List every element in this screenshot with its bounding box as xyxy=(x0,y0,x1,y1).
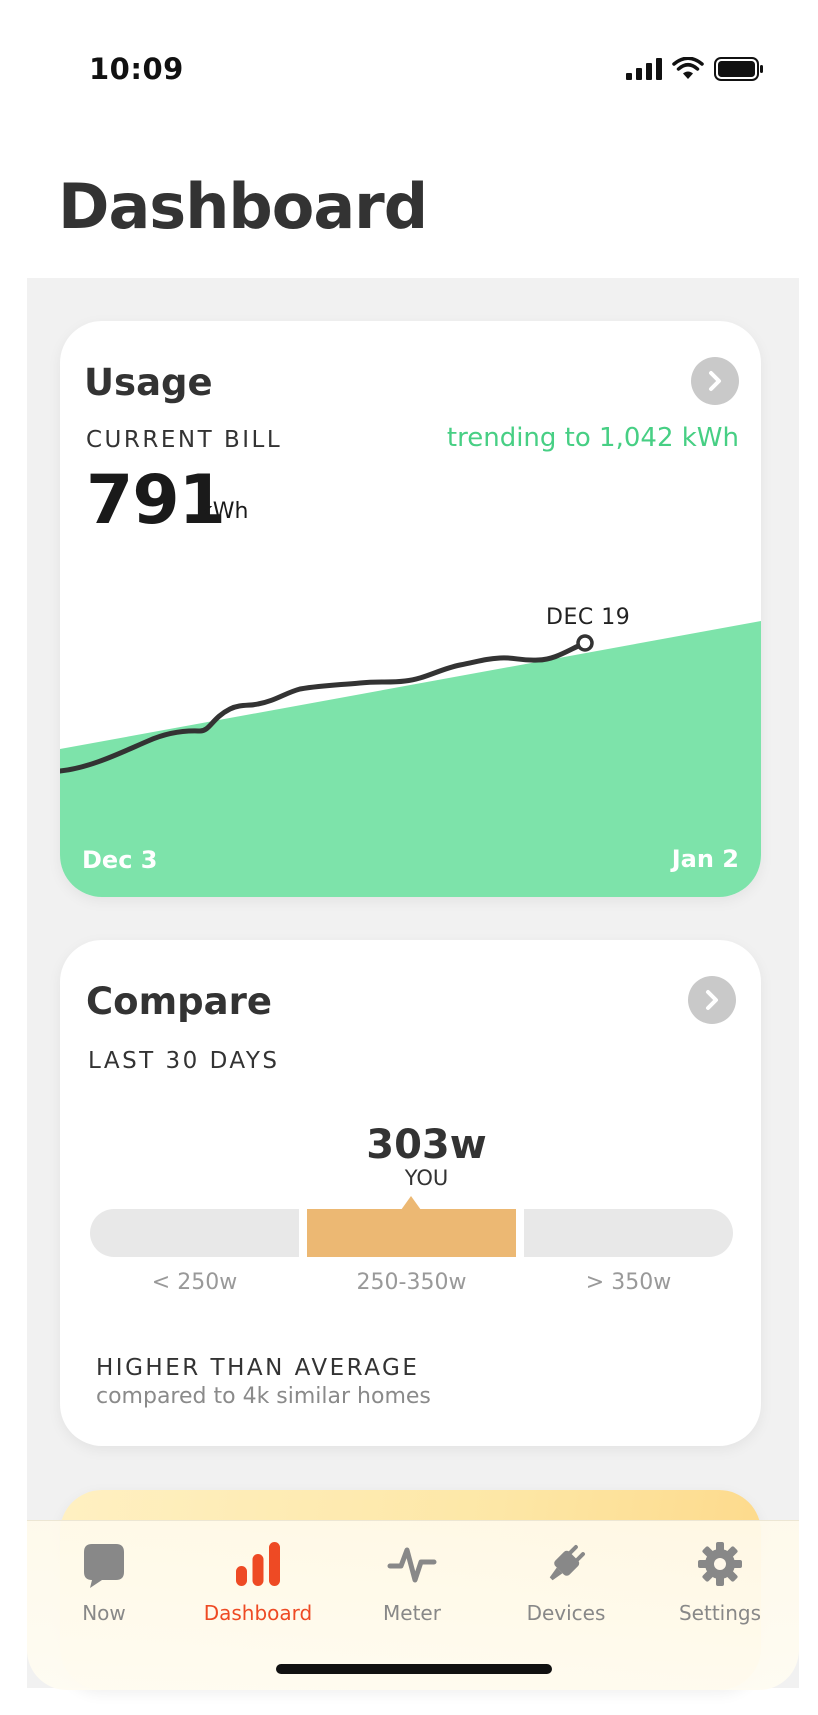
current-bill-label: CURRENT BILL xyxy=(86,427,283,453)
chat-bubble-icon xyxy=(84,1544,124,1588)
last-30-days-label: LAST 30 DAYS xyxy=(88,1048,280,1074)
status-time: 10:09 xyxy=(89,52,184,86)
home-indicator xyxy=(276,1664,552,1674)
wifi-icon xyxy=(672,57,704,79)
range-bar-low xyxy=(90,1209,299,1257)
range-label-low: < 250w xyxy=(151,1270,238,1295)
you-pointer xyxy=(401,1196,421,1210)
chart-end-date: Jan 2 xyxy=(671,845,739,873)
chart-start-date: Dec 3 xyxy=(82,846,158,874)
tab-label-settings: Settings xyxy=(678,1601,762,1625)
tab-label-meter: Meter xyxy=(383,1601,441,1625)
tab-settings[interactable]: Settings xyxy=(643,1535,797,1625)
battery-icon xyxy=(714,57,763,81)
you-label: YOU xyxy=(404,1166,449,1190)
compare-card[interactable]: Compare LAST 30 DAYS 303w YOU < 250w 250… xyxy=(60,940,761,1446)
tab-devices[interactable]: Devices xyxy=(489,1535,643,1625)
chevron-right-icon xyxy=(706,990,718,1010)
tab-dashboard[interactable]: Dashboard xyxy=(181,1535,335,1625)
cellular-signal-icon xyxy=(626,58,662,80)
compare-title: Compare xyxy=(86,980,272,1023)
range-bar-you xyxy=(307,1209,516,1257)
range-label-high: > 350w xyxy=(585,1270,672,1295)
usage-card[interactable]: Usage CURRENT BILL trending to 1,042 kWh… xyxy=(60,321,761,897)
range-bar-high xyxy=(524,1209,733,1257)
status-bar: 10:09 xyxy=(0,0,818,140)
tab-now[interactable]: Now xyxy=(27,1535,181,1625)
range-label-mid: 250-350w xyxy=(356,1270,467,1295)
tab-meter[interactable]: Meter xyxy=(335,1535,489,1625)
bar-chart-icon xyxy=(236,1542,280,1586)
tab-label-now: Now xyxy=(82,1601,126,1625)
chevron-right-icon xyxy=(709,371,721,391)
usage-detail-button[interactable] xyxy=(691,357,739,405)
compare-subtext: compared to 4k similar homes xyxy=(96,1384,431,1409)
pulse-icon xyxy=(387,1547,437,1583)
usage-unit: kWh xyxy=(200,499,249,524)
compare-summary: HIGHER THAN AVERAGE xyxy=(96,1355,420,1381)
usage-title: Usage xyxy=(84,361,213,404)
tab-label-devices: Devices xyxy=(526,1601,606,1625)
compare-detail-button[interactable] xyxy=(688,976,736,1024)
plug-icon xyxy=(549,1545,585,1581)
page-title: Dashboard xyxy=(58,170,428,243)
usage-line xyxy=(60,640,588,774)
trend-text: trending to 1,042 kWh xyxy=(446,423,739,453)
you-value: 303w xyxy=(366,1122,487,1168)
usage-marker-point xyxy=(576,634,594,652)
status-icons xyxy=(626,57,764,81)
usage-value: 791 xyxy=(86,461,226,540)
usage-trend-area xyxy=(60,621,761,897)
tab-bar: Now Dashboard Meter xyxy=(27,1520,799,1690)
usage-chart xyxy=(60,621,761,897)
tab-label-dashboard: Dashboard xyxy=(203,1601,313,1625)
gear-icon xyxy=(698,1542,742,1586)
usage-marker-label: DEC 19 xyxy=(546,605,631,630)
